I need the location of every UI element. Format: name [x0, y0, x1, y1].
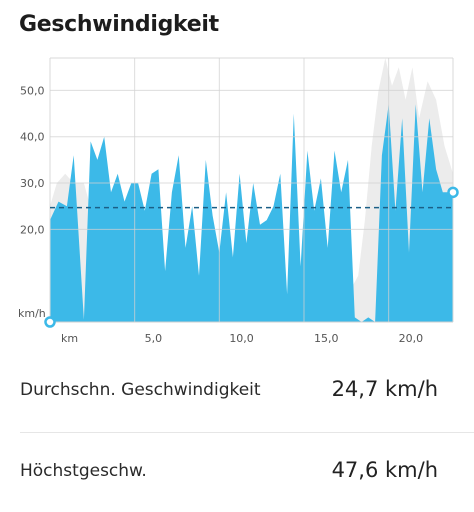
y-tick-label: 20,0	[20, 223, 45, 236]
divider	[20, 432, 474, 433]
max-speed-value: 47,6 km/h	[331, 458, 438, 482]
x-tick-label: 5,0	[145, 332, 163, 345]
y-unit-label: km/h	[18, 307, 46, 320]
max-speed-row: Höchstgeschw. 47,6 km/h	[0, 443, 474, 503]
average-speed-label: Durchschn. Geschwindigkeit	[20, 380, 261, 400]
x-tick-label: 10,0	[229, 332, 254, 345]
section-title: Geschwindigkeit	[19, 12, 219, 37]
speed-chart[interactable]: 20,0 30,0 40,0 50,0 km/h km 5,0 10,0 15,0 20,0	[0, 50, 474, 350]
y-tick-label: 40,0	[20, 131, 45, 144]
average-speed-value: 24,7 km/h	[331, 377, 438, 401]
y-tick-label: 50,0	[20, 84, 45, 97]
x-tick-label: 15,0	[314, 332, 339, 345]
x-unit-label: km	[61, 332, 78, 345]
start-marker	[44, 316, 56, 328]
y-tick-label: 30,0	[20, 177, 45, 190]
speed-area	[50, 104, 453, 322]
max-speed-label: Höchstgeschw.	[20, 461, 147, 481]
end-marker	[447, 186, 459, 199]
x-tick-label: 20,0	[399, 332, 424, 345]
average-speed-row: Durchschn. Geschwindigkeit 24,7 km/h	[0, 360, 474, 420]
